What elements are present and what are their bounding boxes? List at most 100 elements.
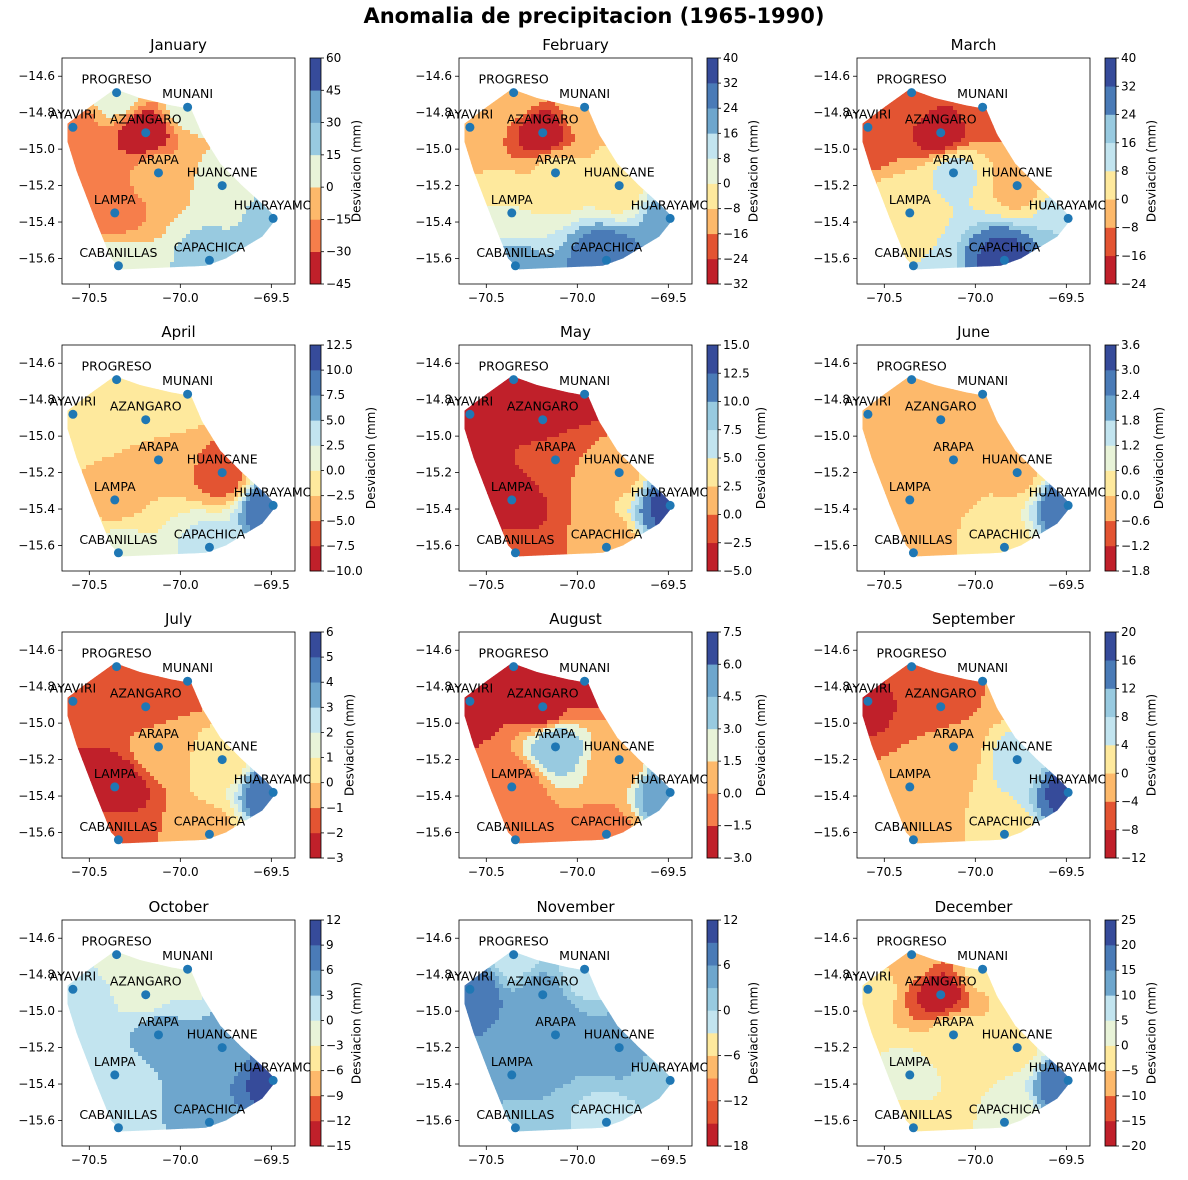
station-point [614, 181, 624, 191]
colorbar-band [310, 970, 321, 996]
colorbar-tick-label: 12 [1121, 682, 1136, 696]
station-point [113, 835, 123, 845]
station-point [110, 208, 120, 218]
station-label: CABANILLAS [79, 532, 157, 547]
colorbar-tick-label: −15 [326, 212, 351, 226]
colorbar-tick-label: 40 [1121, 51, 1136, 65]
y-tick-label: −14.6 [813, 931, 850, 945]
station-point [112, 950, 122, 960]
colorbar-tick-label: 15.0 [723, 338, 750, 352]
colorbar-tick-label: 1 [326, 751, 334, 765]
station-point [268, 500, 278, 510]
y-tick-label: −15.2 [813, 466, 850, 480]
station-label: HUANCANE [187, 165, 258, 180]
station-label: CAPACHICA [969, 813, 1041, 828]
colorbar-band [310, 807, 321, 834]
y-tick-label: −15.2 [415, 466, 452, 480]
station-point [510, 835, 520, 845]
station-point [1012, 1043, 1022, 1053]
colorbar-band [707, 793, 718, 827]
station-point [550, 1030, 560, 1040]
colorbar-tick-label: 3.0 [723, 722, 742, 736]
colorbar-tick-label: 24 [1121, 108, 1136, 122]
station-label: PROGRESO [877, 72, 947, 87]
colorbar-tick-label: 0 [1121, 192, 1129, 206]
colorbar-band [1105, 970, 1116, 996]
colorbar-band [1105, 1070, 1116, 1097]
colorbar-tick-label: 7.5 [326, 388, 345, 402]
station-point [948, 168, 958, 178]
colorbar-frame [309, 631, 322, 859]
station-point [905, 495, 915, 505]
colorbar-label: Desviacion (mm) [754, 694, 768, 796]
colorbar-band [707, 542, 718, 572]
colorbar-tick-label: −1 [326, 801, 344, 815]
colorbar-band [310, 445, 321, 471]
colorbar-band [1105, 1095, 1116, 1122]
y-tick-label: −14.6 [18, 69, 55, 83]
station-label: MUNANI [162, 373, 213, 388]
y-tick-label: −15.4 [415, 789, 452, 803]
station-point [1012, 755, 1022, 765]
y-tick-label: −15.6 [415, 251, 452, 265]
colorbar-label: Desviacion (mm) [1145, 982, 1159, 1084]
station-point [183, 676, 193, 686]
x-tick-label: −70.5 [866, 291, 903, 305]
colorbar-band [310, 920, 321, 946]
station-point [580, 389, 590, 399]
station-point [665, 500, 675, 510]
station-label: AYAVIRI [50, 968, 97, 983]
station-point [1063, 1075, 1073, 1085]
station-label: HUARAYAMO [1029, 484, 1108, 499]
colorbar-tick-label: 5.0 [723, 451, 742, 465]
station-point [507, 208, 517, 218]
axes-frame [856, 631, 1091, 859]
station-label: PROGRESO [877, 646, 947, 661]
station-label: HUANCANE [982, 1027, 1053, 1042]
y-tick-label: −15.6 [18, 825, 55, 839]
colorbar-tick-label: 30 [326, 116, 341, 130]
station-point [183, 389, 193, 399]
colorbar-tick-label: 8 [1121, 710, 1129, 724]
colorbar-tick-label: −2 [326, 826, 344, 840]
station-point [465, 122, 475, 132]
x-tick-label: −70.0 [162, 291, 199, 305]
colorbar-tick-label: 10 [1121, 988, 1136, 1002]
station-label: HUANCANE [982, 452, 1053, 467]
station-point [1012, 468, 1022, 478]
colorbar-tick-label: 0 [326, 776, 334, 790]
colorbar-band [1105, 114, 1116, 144]
station-label: HUANCANE [584, 165, 655, 180]
colorbar-tick-label: 1.8 [1121, 413, 1140, 427]
colorbar-label: Desviacion (mm) [747, 982, 761, 1084]
x-tick-label: −70.5 [71, 865, 108, 879]
station-point [936, 990, 946, 1000]
y-tick-label: −15.6 [18, 1113, 55, 1127]
colorbar-tick-label: 15 [1121, 963, 1136, 977]
station-point [141, 702, 151, 712]
y-tick-label: −15.0 [415, 716, 452, 730]
x-tick-label: −70.5 [468, 865, 505, 879]
axes-frame [458, 919, 693, 1147]
station-label: ARAPA [535, 152, 576, 167]
station-point [665, 787, 675, 797]
station-label: ARAPA [138, 152, 179, 167]
colorbar-band [310, 1095, 321, 1122]
y-tick-label: −15.2 [415, 179, 452, 193]
station-point [153, 168, 163, 178]
colorbar-frame [706, 57, 719, 285]
station-label: AYAVIRI [447, 393, 494, 408]
colorbar-band [1105, 58, 1116, 87]
station-point [907, 88, 917, 98]
y-tick-label: −15.4 [18, 1077, 55, 1091]
y-tick-label: −15.0 [415, 142, 452, 156]
colorbar-band [310, 251, 321, 285]
station-label: AYAVIRI [845, 968, 892, 983]
subplot-title: September [932, 610, 1016, 628]
y-tick-label: −15.6 [813, 538, 850, 552]
colorbar-band [707, 345, 718, 374]
station-point [507, 495, 517, 505]
station-point [465, 984, 475, 994]
station-label: ARAPA [138, 1014, 179, 1029]
colorbar-tick-label: 60 [326, 51, 341, 65]
